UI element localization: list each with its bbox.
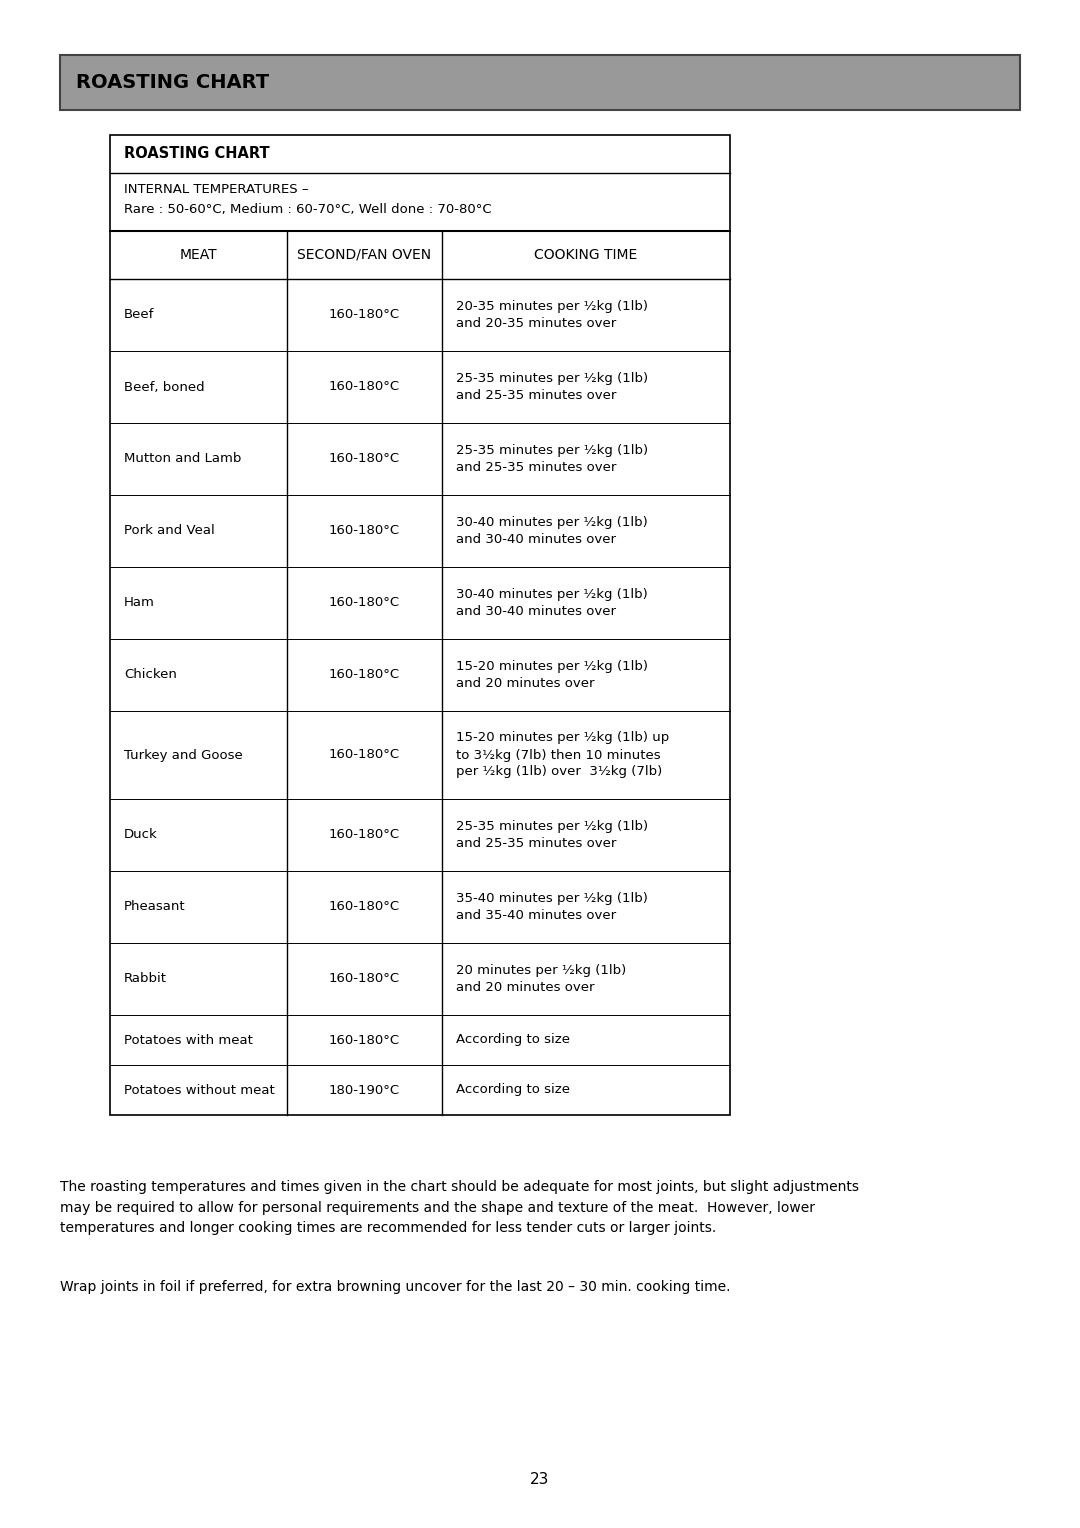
Text: Mutton and Lamb: Mutton and Lamb	[124, 452, 241, 466]
Text: 15-20 minutes per ½kg (1lb): 15-20 minutes per ½kg (1lb)	[456, 660, 648, 672]
Text: 35-40 minutes per ½kg (1lb): 35-40 minutes per ½kg (1lb)	[456, 892, 648, 905]
Text: 25-35 minutes per ½kg (1lb): 25-35 minutes per ½kg (1lb)	[456, 821, 648, 833]
Text: per ½kg (1lb) over  3½kg (7lb): per ½kg (1lb) over 3½kg (7lb)	[456, 766, 662, 778]
Text: COOKING TIME: COOKING TIME	[535, 248, 637, 261]
Text: SECOND/FAN OVEN: SECOND/FAN OVEN	[297, 248, 431, 261]
Text: 160-180°C: 160-180°C	[328, 1033, 400, 1047]
Text: Ham: Ham	[124, 596, 154, 610]
Text: Rabbit: Rabbit	[124, 972, 167, 986]
Text: 180-190°C: 180-190°C	[328, 1083, 400, 1097]
Text: Pork and Veal: Pork and Veal	[124, 524, 215, 538]
Text: Beef: Beef	[124, 309, 154, 321]
Text: INTERNAL TEMPERATURES –: INTERNAL TEMPERATURES –	[124, 183, 309, 196]
Text: 23: 23	[530, 1473, 550, 1487]
Text: 160-180°C: 160-180°C	[328, 596, 400, 610]
Text: 20-35 minutes per ½kg (1lb): 20-35 minutes per ½kg (1lb)	[456, 299, 648, 313]
Text: 160-180°C: 160-180°C	[328, 524, 400, 538]
Text: 160-180°C: 160-180°C	[328, 828, 400, 842]
Text: 160-180°C: 160-180°C	[328, 309, 400, 321]
Text: ROASTING CHART: ROASTING CHART	[76, 73, 269, 92]
Text: and 25-35 minutes over: and 25-35 minutes over	[456, 461, 616, 474]
Text: Potatoes with meat: Potatoes with meat	[124, 1033, 253, 1047]
Bar	[110, 134, 730, 1115]
Text: The roasting temperatures and times given in the chart should be adequate for mo: The roasting temperatures and times give…	[60, 1180, 859, 1235]
Text: and 25-35 minutes over: and 25-35 minutes over	[456, 837, 616, 850]
Text: 15-20 minutes per ½kg (1lb) up: 15-20 minutes per ½kg (1lb) up	[456, 732, 669, 744]
Text: and 30-40 minutes over: and 30-40 minutes over	[456, 533, 616, 545]
Text: and 30-40 minutes over: and 30-40 minutes over	[456, 605, 616, 617]
Text: Pheasant: Pheasant	[124, 900, 186, 914]
Text: Potatoes without meat: Potatoes without meat	[124, 1083, 274, 1097]
Text: 30-40 minutes per ½kg (1lb): 30-40 minutes per ½kg (1lb)	[456, 588, 647, 601]
Text: 30-40 minutes per ½kg (1lb): 30-40 minutes per ½kg (1lb)	[456, 516, 647, 529]
Text: Turkey and Goose: Turkey and Goose	[124, 749, 243, 761]
Text: 25-35 minutes per ½kg (1lb): 25-35 minutes per ½kg (1lb)	[456, 371, 648, 385]
Text: ROASTING CHART: ROASTING CHART	[124, 147, 270, 162]
Text: and 20 minutes over: and 20 minutes over	[456, 981, 594, 995]
Text: 160-180°C: 160-180°C	[328, 900, 400, 914]
Text: Wrap joints in foil if preferred, for extra browning uncover for the last 20 – 3: Wrap joints in foil if preferred, for ex…	[60, 1280, 730, 1294]
Text: 160-180°C: 160-180°C	[328, 972, 400, 986]
Text: Duck: Duck	[124, 828, 158, 842]
Text: According to size: According to size	[456, 1033, 570, 1047]
Text: According to size: According to size	[456, 1083, 570, 1097]
Text: and 20 minutes over: and 20 minutes over	[456, 677, 594, 691]
Bar	[60, 55, 1020, 110]
Text: 25-35 minutes per ½kg (1lb): 25-35 minutes per ½kg (1lb)	[456, 445, 648, 457]
Text: and 35-40 minutes over: and 35-40 minutes over	[456, 909, 616, 921]
Text: to 3½kg (7lb) then 10 minutes: to 3½kg (7lb) then 10 minutes	[456, 749, 660, 761]
Text: Beef, boned: Beef, boned	[124, 380, 204, 394]
Text: 160-180°C: 160-180°C	[328, 749, 400, 761]
Text: 20 minutes per ½kg (1lb): 20 minutes per ½kg (1lb)	[456, 964, 626, 976]
Text: MEAT: MEAT	[179, 248, 217, 261]
Text: Chicken: Chicken	[124, 669, 177, 681]
Text: 160-180°C: 160-180°C	[328, 380, 400, 394]
Text: Rare : 50-60°C, Medium : 60-70°C, Well done : 70-80°C: Rare : 50-60°C, Medium : 60-70°C, Well d…	[124, 203, 491, 215]
Text: and 20-35 minutes over: and 20-35 minutes over	[456, 316, 616, 330]
Text: 160-180°C: 160-180°C	[328, 669, 400, 681]
Text: 160-180°C: 160-180°C	[328, 452, 400, 466]
Text: and 25-35 minutes over: and 25-35 minutes over	[456, 390, 616, 402]
